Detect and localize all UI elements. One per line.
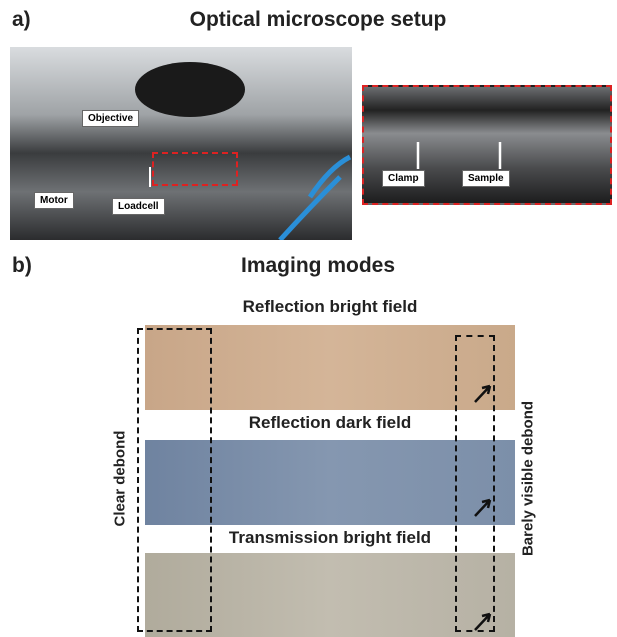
figure: a) Optical microscope setup Objective Mo… [0,0,617,637]
side-label: Clear debond [112,399,129,559]
side-label: Barely visible debond [520,389,537,569]
